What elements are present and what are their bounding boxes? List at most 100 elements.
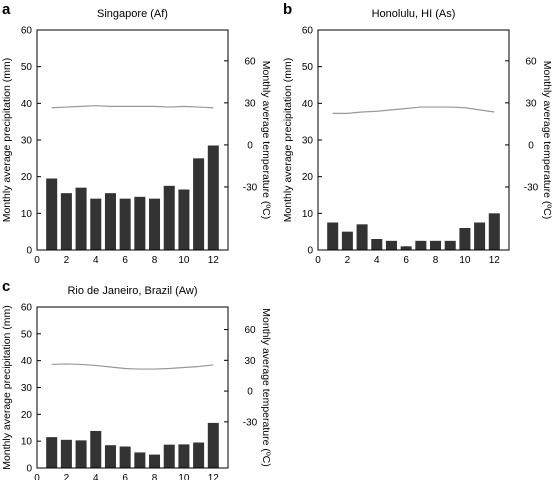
bar	[444, 240, 456, 250]
y-tick-label: 30	[21, 136, 33, 147]
bar	[341, 231, 353, 250]
x-tick-label: 10	[178, 255, 190, 266]
y-tick-label: 0	[307, 246, 313, 257]
bar	[119, 198, 131, 250]
bar	[178, 444, 190, 468]
x-tick-label: 12	[208, 473, 220, 480]
bar	[488, 213, 500, 250]
bar	[400, 246, 412, 250]
x-tick-label: 4	[93, 473, 99, 480]
plot-frame	[36, 306, 229, 469]
bar	[75, 440, 87, 468]
bar	[178, 189, 190, 250]
panel: c Rio de Janeiro, Brazil (Aw) Monthly aver…	[1, 278, 272, 484]
x-tick-label: 0	[34, 473, 40, 480]
bar	[327, 222, 339, 250]
y2-tick-label: 60	[525, 56, 537, 67]
bar	[46, 437, 58, 468]
x-tick-label: 12	[489, 255, 501, 266]
bar	[119, 446, 131, 468]
bar	[149, 454, 161, 468]
y-tick-label: 40	[302, 99, 314, 110]
bar	[75, 187, 87, 250]
bar	[163, 185, 175, 250]
x-tick-label: 2	[64, 473, 70, 480]
panel-label: a	[2, 1, 11, 18]
y-axis-label: Monthly average precipitation (mm)	[1, 305, 13, 470]
bar	[474, 222, 486, 250]
y-tick-label: 50	[21, 329, 33, 340]
bar	[430, 240, 442, 250]
bar	[459, 228, 471, 250]
y-tick-label: 50	[21, 62, 33, 73]
temperature-line	[332, 106, 495, 114]
y2-tick-label: 60	[244, 325, 256, 336]
bar	[193, 442, 205, 468]
x-tick-label: 0	[34, 255, 40, 266]
x-tick-label: 0	[315, 255, 321, 266]
bar	[415, 240, 427, 250]
x-tick-label: 2	[64, 255, 70, 266]
x-tick-label: 8	[152, 255, 158, 266]
x-tick-label: 4	[374, 255, 380, 266]
y2-axis-label: Monthly average temperature (ºC)	[260, 61, 272, 219]
y2-tick-label: 30	[244, 98, 256, 109]
y2-tick-label: 30	[525, 98, 537, 109]
bar	[46, 178, 58, 250]
x-tick-label: 12	[208, 255, 220, 266]
y-tick-label: 20	[21, 172, 33, 183]
bar	[149, 198, 161, 250]
y2-tick-label: -30	[243, 182, 258, 193]
bar	[207, 422, 219, 468]
bar	[104, 445, 116, 468]
y2-tick-label: 0	[247, 387, 253, 398]
panel: a Singapore (Af) Monthly average precipita…	[1, 1, 272, 266]
y-tick-label: 10	[21, 209, 33, 220]
y2-axis-label: Monthly average temperature (ºC)	[541, 61, 553, 219]
bar	[163, 444, 175, 468]
x-tick-label: 4	[93, 255, 99, 266]
bar	[104, 193, 116, 250]
y2-tick-label: 0	[528, 140, 534, 151]
bar	[60, 193, 72, 250]
temperature-line	[51, 363, 214, 370]
panel-label: c	[2, 278, 10, 295]
y-tick-label: 40	[21, 356, 33, 367]
chart-title: Honolulu, HI (As)	[372, 8, 456, 20]
y-tick-label: 20	[302, 172, 314, 183]
y2-tick-label: -30	[243, 417, 258, 428]
y-tick-label: 60	[302, 26, 314, 37]
panel-label: b	[283, 1, 292, 18]
y-tick-label: 60	[21, 26, 33, 37]
y2-tick-label: -30	[524, 182, 539, 193]
y-axis-label: Monthly average precipitation (mm)	[1, 58, 13, 223]
bar	[134, 452, 146, 468]
y2-tick-label: 30	[244, 356, 256, 367]
x-tick-label: 8	[152, 473, 158, 480]
chart-title: Rio de Janeiro, Brazil (Aw)	[67, 285, 197, 297]
plot-frame	[317, 29, 510, 251]
bar	[90, 430, 102, 468]
y-tick-label: 0	[26, 246, 32, 257]
y2-tick-label: 60	[244, 56, 256, 67]
x-tick-label: 10	[178, 473, 190, 480]
x-tick-label: 2	[345, 255, 351, 266]
chart-title: Singapore (Af)	[97, 8, 168, 20]
y-tick-label: 30	[302, 136, 314, 147]
y-tick-label: 50	[302, 62, 314, 73]
y2-axis-label: Monthly average temperature (ºC)	[260, 308, 272, 466]
x-tick-label: 6	[122, 473, 128, 480]
y-tick-label: 40	[21, 99, 33, 110]
x-tick-label: 6	[403, 255, 409, 266]
bar	[371, 239, 383, 250]
bar	[385, 240, 397, 250]
bar	[134, 196, 146, 250]
bar	[193, 158, 205, 250]
bar	[60, 439, 72, 468]
y-tick-label: 10	[302, 209, 314, 220]
plot-frame	[36, 29, 229, 251]
bar	[356, 224, 368, 250]
y-tick-label: 10	[21, 437, 33, 448]
x-tick-label: 10	[459, 255, 471, 266]
